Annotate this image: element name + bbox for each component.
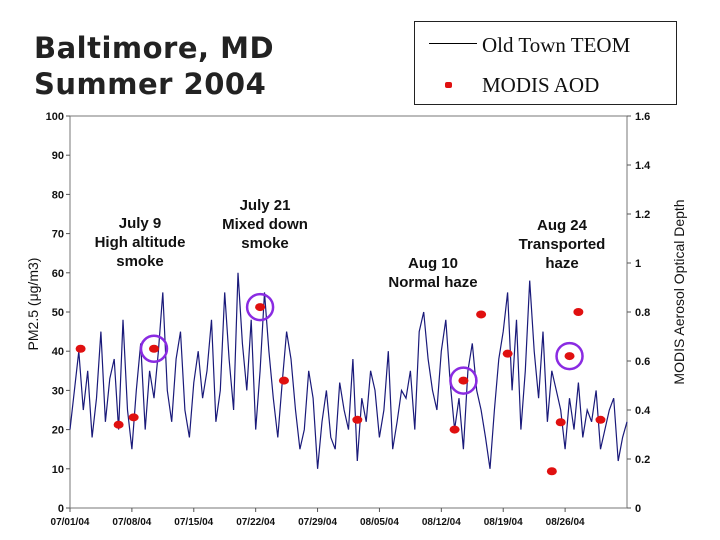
right-tick-label: 1.2 — [635, 209, 650, 221]
x-tick-label: 07/01/04 — [51, 517, 90, 528]
left-tick-label: 50 — [52, 307, 64, 319]
plot-area — [69, 115, 628, 509]
x-tick-label: 07/15/04 — [174, 517, 213, 528]
modis-aod-point — [573, 308, 584, 316]
left-tick-label: 40 — [52, 346, 64, 358]
modis-aod-point — [564, 352, 575, 361]
event-highlight-circle — [555, 341, 584, 371]
event-annotation-line: Transported — [519, 236, 606, 253]
legend-entry-teom: Old Town TEOM — [415, 30, 676, 60]
modis-aod-point — [75, 344, 86, 353]
modis-aod-point — [502, 349, 513, 358]
y-axis-left-title: PM2.5 (μg/m3) — [25, 258, 41, 351]
legend-label-teom: Old Town TEOM — [482, 33, 631, 57]
modis-aod-point — [278, 376, 289, 385]
right-tick-label: 0.8 — [635, 307, 650, 319]
modis-aod-point — [352, 415, 363, 424]
legend-label-modis: MODIS AOD — [482, 73, 600, 97]
modis-aod-point — [595, 415, 606, 424]
event-annotation-line: haze — [545, 255, 578, 272]
x-tick-label: 08/26/04 — [546, 517, 585, 528]
x-tick-label: 08/19/04 — [484, 517, 523, 528]
left-tick-label: 80 — [52, 189, 64, 201]
legend: Old Town TEOM MODIS AOD — [414, 21, 677, 105]
title-line-2: Summer 2004 — [34, 67, 267, 101]
right-tick-label: 1.4 — [635, 160, 651, 172]
event-highlight-circle — [449, 366, 478, 395]
modis-aod-point — [255, 303, 266, 312]
modis-aod-point — [555, 418, 566, 427]
left-tick-label: 90 — [52, 150, 64, 162]
event-annotation-line: Aug 24 — [537, 217, 588, 234]
x-tick-label: 07/29/04 — [298, 517, 337, 528]
modis-aod-point — [546, 467, 557, 476]
x-tick-label: 08/05/04 — [360, 517, 399, 528]
event-annotation-line: Mixed down — [222, 216, 308, 233]
left-tick-label: 100 — [46, 111, 64, 123]
modis-aod-point — [476, 310, 487, 319]
event-annotation-line: Normal haze — [388, 274, 477, 291]
legend-entry-modis: MODIS AOD — [415, 70, 676, 100]
right-tick-label: 1 — [635, 258, 641, 270]
event-annotation-line: smoke — [241, 235, 289, 252]
event-annotation-line: July 9 — [119, 215, 162, 232]
series-line-teom — [69, 272, 628, 469]
left-tick-label: 0 — [58, 503, 64, 515]
event-annotation-line: High altitude — [95, 234, 186, 251]
left-tick-label: 20 — [52, 425, 64, 437]
right-tick-label: 1.6 — [635, 111, 650, 123]
event-annotation-line: July 21 — [240, 197, 291, 214]
event-annotation-line: smoke — [116, 253, 164, 270]
y-axis-right-title: MODIS Aerosol Optical Depth — [671, 199, 687, 384]
x-tick-label: 07/22/04 — [236, 517, 275, 528]
left-tick-label: 60 — [52, 268, 64, 280]
legend-dot-swatch — [445, 82, 452, 88]
event-highlight-circle — [245, 292, 275, 322]
event-annotation-line: Aug 10 — [408, 255, 458, 272]
right-tick-label: 0.6 — [635, 356, 650, 368]
right-tick-label: 0.4 — [635, 405, 651, 417]
modis-aod-point — [113, 420, 124, 429]
event-highlight-circle — [139, 334, 169, 363]
legend-line-swatch — [429, 43, 477, 44]
left-tick-label: 30 — [52, 385, 64, 397]
left-tick-label: 70 — [52, 229, 64, 241]
left-tick-label: 10 — [52, 464, 64, 476]
title-line-1: Baltimore, MD — [34, 31, 275, 65]
x-tick-label: 07/08/04 — [112, 517, 151, 528]
chart-title: Baltimore, MD Summer 2004 — [34, 30, 274, 102]
right-tick-label: 0 — [635, 503, 641, 515]
modis-aod-point — [148, 344, 159, 353]
x-tick-label: 08/12/04 — [422, 517, 461, 528]
modis-aod-point — [449, 425, 460, 434]
right-tick-label: 0.2 — [635, 454, 650, 466]
modis-aod-point — [458, 376, 469, 385]
modis-aod-point — [128, 413, 139, 422]
